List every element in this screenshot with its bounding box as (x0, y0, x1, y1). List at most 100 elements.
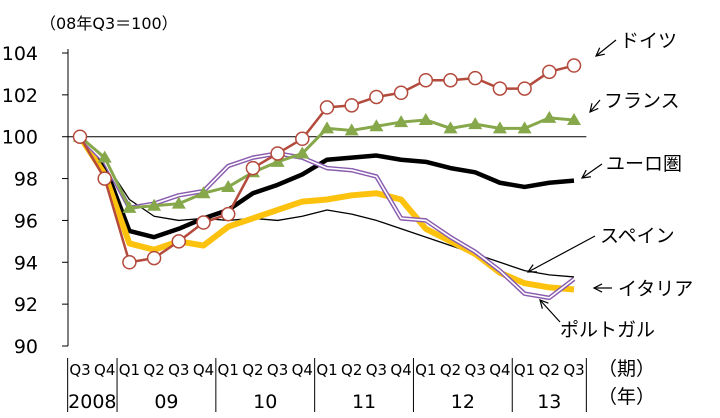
series-line-inner (79, 136, 575, 299)
x-tick-label: Q4 (390, 361, 411, 379)
series-marker (468, 117, 483, 130)
y-tick-label: 98 (14, 169, 38, 191)
year-label: 10 (253, 391, 277, 413)
label-arrowhead (592, 283, 603, 293)
series-marker (567, 112, 581, 125)
series-marker (344, 123, 359, 136)
series-label: ポルトガル (560, 319, 655, 341)
series-marker (418, 72, 434, 88)
plot-area (72, 58, 582, 301)
series-marker (566, 58, 582, 73)
x-tick-label: Q2 (539, 361, 560, 379)
label-arrowhead (589, 103, 599, 114)
series-label: スペイン (600, 225, 675, 247)
x-tick-label: Q2 (341, 361, 362, 379)
year-label: 13 (537, 391, 561, 413)
series-marker (171, 196, 186, 209)
series-marker (542, 110, 557, 123)
series-marker (221, 179, 236, 192)
series-marker (467, 70, 483, 86)
y-tick-label: 92 (14, 294, 38, 316)
x-tick-label: Q4 (193, 361, 214, 379)
y-tick-label: 94 (14, 252, 38, 274)
series-marker (220, 206, 236, 222)
series-marker (97, 150, 112, 163)
unit-label: （08年Q3＝100） (40, 14, 178, 33)
series-marker (369, 119, 384, 132)
series-marker (97, 171, 112, 186)
series-marker (72, 129, 88, 144)
label-leader (595, 39, 617, 57)
x-tick-label: Q3 (69, 361, 90, 379)
label-arrowhead (526, 264, 538, 273)
year-label: 12 (451, 391, 475, 413)
series-marker (295, 146, 310, 159)
series-label: ユーロ圏 (606, 153, 682, 175)
series-label: フランス (604, 90, 680, 112)
label-leader (539, 299, 561, 323)
series-marker (147, 198, 162, 211)
series-marker (443, 121, 458, 134)
series-label: ドイツ (620, 30, 677, 52)
x-tick-label: Q3 (366, 361, 387, 379)
y-tick-label: 90 (14, 336, 38, 358)
x-tick-label: Q1 (514, 361, 535, 379)
series-marker (369, 89, 384, 105)
series-marker (245, 160, 261, 176)
series-marker (270, 154, 285, 167)
series-marker (517, 121, 532, 134)
series-marker (418, 112, 433, 125)
x-tick-label: Q3 (465, 361, 486, 379)
series-marker (344, 98, 359, 113)
x-tick-label: Q1 (218, 361, 239, 379)
x-tick-label: Q4 (94, 361, 115, 379)
series-marker (443, 72, 458, 88)
x-tick-label: Q4 (489, 361, 510, 379)
y-tick-label: 102 (2, 85, 38, 107)
series-marker (393, 85, 409, 101)
series-marker (320, 121, 334, 134)
series-label: イタリア (618, 278, 693, 300)
year-label: 2008 (68, 391, 116, 413)
label-arrowhead (580, 169, 591, 179)
series-marker (171, 234, 187, 249)
y-tick-label: 96 (14, 210, 38, 232)
x-year-caption: （年） (598, 386, 655, 408)
x-tick-label: Q2 (242, 361, 263, 379)
x-tick-label: Q2 (440, 361, 461, 379)
y-tick-label: 100 (2, 127, 38, 149)
series-line (78, 135, 575, 240)
label-leader (589, 99, 601, 113)
axes (62, 49, 587, 412)
series-marker (270, 146, 285, 161)
series-marker (394, 115, 409, 128)
series-marker (122, 255, 137, 270)
year-label: 09 (154, 391, 178, 413)
series-line (79, 136, 575, 278)
x-tick-label: Q2 (143, 361, 164, 379)
x-tick-label: Q3 (267, 361, 288, 379)
label-arrowhead (594, 47, 605, 57)
series-marker (196, 215, 211, 230)
label-leader (527, 235, 596, 273)
x-tick-label: Q1 (316, 361, 337, 379)
series-marker (492, 81, 508, 96)
series-marker (517, 81, 532, 96)
year-label: 11 (352, 391, 376, 413)
x-tick-label: Q1 (119, 361, 140, 379)
x-period-caption: （期） (598, 358, 655, 380)
series-marker (492, 121, 507, 134)
series-marker (146, 250, 162, 266)
series-marker (295, 131, 310, 147)
series-marker (196, 186, 211, 199)
series-marker (542, 64, 557, 80)
x-tick-label: Q4 (292, 361, 313, 379)
x-tick-label: Q3 (563, 361, 584, 379)
series-marker (319, 100, 335, 115)
series-marker (122, 200, 137, 213)
label-arrowhead (539, 299, 549, 309)
label-leader (581, 163, 603, 179)
